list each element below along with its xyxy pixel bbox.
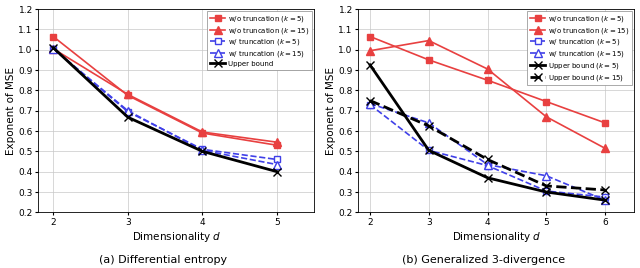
w/ truncation ($k = 5$) [484, 164, 492, 167]
Line: Upper bound: Upper bound [49, 43, 282, 176]
w/o truncation ($k = 15$) [366, 49, 374, 52]
w/o truncation ($k = 15$) [543, 115, 550, 118]
w/o truncation ($k = 5$) [273, 144, 281, 147]
Upper bound ($k = 5$) [366, 63, 374, 66]
Line: Upper bound ($k = 5$): Upper bound ($k = 5$) [366, 61, 609, 204]
w/o truncation ($k = 15$) [49, 47, 57, 50]
Upper bound ($k = 5$) [484, 176, 492, 179]
w/o truncation ($k = 5$) [49, 35, 57, 38]
w/ truncation ($k = 5$) [601, 195, 609, 199]
X-axis label: Dimensionality $d$: Dimensionality $d$ [132, 230, 221, 244]
w/o truncation ($k = 5$) [366, 35, 374, 38]
w/o truncation ($k = 15$) [198, 131, 206, 134]
Line: w/o truncation ($k = 5$): w/o truncation ($k = 5$) [50, 33, 280, 149]
Upper bound [198, 150, 206, 153]
w/o truncation ($k = 15$) [484, 68, 492, 71]
Upper bound ($k = 15$) [543, 184, 550, 188]
Upper bound [124, 116, 132, 119]
w/o truncation ($k = 15$) [425, 39, 433, 42]
w/ truncation ($k = 5$) [425, 149, 433, 152]
Line: w/ truncation ($k = 5$): w/ truncation ($k = 5$) [367, 101, 609, 200]
Legend: w/o truncation ($k = 5$), w/o truncation ($k = 15$), w/ truncation ($k = 5$), w/: w/o truncation ($k = 5$), w/o truncation… [207, 11, 312, 70]
Upper bound ($k = 15$) [601, 188, 609, 192]
Line: w/ truncation ($k = 15$): w/ truncation ($k = 15$) [49, 44, 282, 169]
w/ truncation ($k = 15$) [198, 149, 206, 152]
w/ truncation ($k = 5$) [543, 189, 550, 193]
Legend: w/o truncation ($k = 5$), w/o truncation ($k = 15$), w/ truncation ($k = 5$), w/: w/o truncation ($k = 5$), w/o truncation… [527, 11, 632, 85]
Line: w/o truncation ($k = 15$): w/o truncation ($k = 15$) [49, 44, 282, 146]
w/o truncation ($k = 15$) [273, 141, 281, 144]
w/o truncation ($k = 5$) [198, 132, 206, 135]
Text: (a) Differential entropy: (a) Differential entropy [99, 255, 227, 265]
Upper bound ($k = 15$) [484, 158, 492, 161]
Y-axis label: Exponent of MSE: Exponent of MSE [6, 67, 15, 155]
Line: w/ truncation ($k = 5$): w/ truncation ($k = 5$) [50, 45, 280, 163]
w/o truncation ($k = 5$) [601, 121, 609, 125]
Upper bound [273, 170, 281, 173]
w/ truncation ($k = 15$) [484, 163, 492, 166]
Line: Upper bound ($k = 15$): Upper bound ($k = 15$) [366, 96, 609, 194]
Upper bound ($k = 15$) [425, 124, 433, 128]
w/ truncation ($k = 15$) [366, 102, 374, 105]
w/o truncation ($k = 5$) [484, 79, 492, 82]
w/ truncation ($k = 5$) [124, 110, 132, 113]
Y-axis label: Exponent of MSE: Exponent of MSE [326, 67, 335, 155]
Line: w/o truncation ($k = 5$): w/o truncation ($k = 5$) [367, 33, 609, 126]
w/o truncation ($k = 15$) [601, 147, 609, 150]
w/ truncation ($k = 15$) [124, 109, 132, 112]
w/o truncation ($k = 5$) [543, 100, 550, 103]
w/ truncation ($k = 15$) [601, 199, 609, 202]
w/ truncation ($k = 5$) [273, 158, 281, 161]
Line: w/ truncation ($k = 15$): w/ truncation ($k = 15$) [366, 99, 609, 204]
Upper bound [49, 46, 57, 49]
X-axis label: Dimensionality $d$: Dimensionality $d$ [452, 230, 541, 244]
w/o truncation ($k = 15$) [124, 93, 132, 96]
w/ truncation ($k = 15$) [273, 163, 281, 166]
w/ truncation ($k = 15$) [543, 174, 550, 177]
w/ truncation ($k = 5$) [366, 103, 374, 106]
w/ truncation ($k = 15$) [49, 47, 57, 50]
Upper bound ($k = 15$) [366, 99, 374, 102]
Upper bound ($k = 5$) [601, 199, 609, 202]
Upper bound ($k = 5$) [425, 149, 433, 152]
w/ truncation ($k = 5$) [49, 47, 57, 50]
w/o truncation ($k = 5$) [425, 58, 433, 61]
w/o truncation ($k = 5$) [124, 94, 132, 97]
Upper bound ($k = 5$) [543, 190, 550, 193]
w/ truncation ($k = 5$) [198, 148, 206, 151]
w/ truncation ($k = 15$) [425, 121, 433, 125]
Text: (b) Generalized 3-divergence: (b) Generalized 3-divergence [402, 255, 564, 265]
Line: w/o truncation ($k = 15$): w/o truncation ($k = 15$) [366, 36, 609, 152]
